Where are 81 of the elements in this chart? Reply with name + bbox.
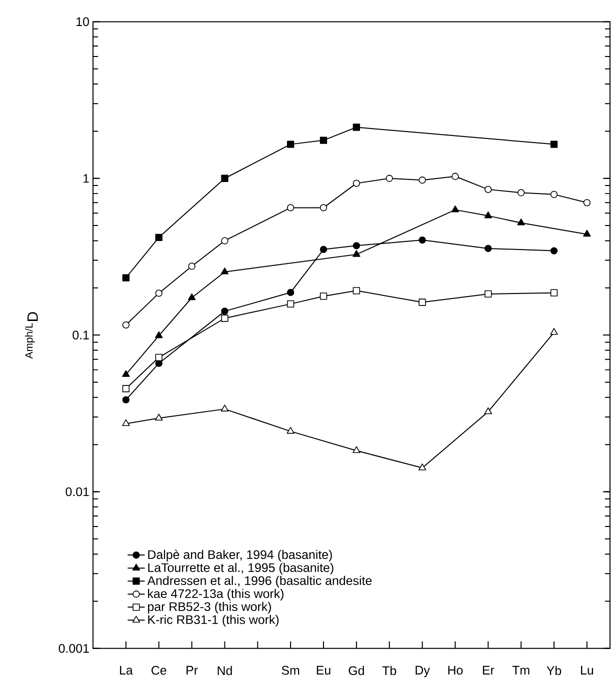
point [484, 186, 492, 194]
y-axis-title: $^{Amph/L}$D [24, 312, 38, 359]
x-tick-label: Pr [186, 666, 198, 674]
point [484, 407, 492, 414]
legend-label: Andressen et al., 1996 (basaltic andesite [147, 576, 372, 588]
point [550, 140, 558, 148]
point [386, 174, 393, 182]
point [188, 262, 196, 270]
point [221, 237, 228, 244]
point [484, 244, 492, 252]
x-tick-label: La [120, 666, 133, 675]
x-tick-label: Tm [512, 666, 530, 674]
x-tick-label: Er [482, 666, 494, 674]
legend-label: par RB52-3 (this work) [148, 602, 271, 614]
point [550, 328, 558, 335]
legend-label: kae 4722-13a (this work) [148, 588, 284, 600]
x-tick-label: Nd [218, 666, 232, 676]
point [320, 246, 328, 254]
point [155, 331, 163, 338]
point [550, 247, 558, 254]
point [484, 290, 492, 298]
x-tick-label: Ho [448, 666, 463, 675]
y-tick-label: 1 [84, 174, 89, 183]
point [451, 205, 460, 212]
point [583, 199, 591, 206]
point [221, 174, 228, 182]
point [155, 290, 162, 297]
point [122, 396, 130, 404]
y-tick-label: 0.1 [72, 330, 89, 340]
point [320, 292, 328, 300]
point [155, 234, 162, 241]
point [550, 190, 558, 198]
point [352, 250, 360, 257]
x-tick-label: Sm [282, 666, 300, 675]
point [220, 404, 229, 412]
x-tick-label: Dy [416, 666, 430, 678]
point [221, 308, 228, 315]
point [286, 288, 294, 296]
legend-label: K-ric RB31-1 (this work) [148, 614, 279, 627]
point [286, 204, 294, 212]
y-tick-label: 0.001 [58, 644, 89, 653]
point [220, 268, 229, 274]
legend-label: LaTourrette et al., 1995 (basanite) [148, 562, 334, 574]
point [122, 321, 130, 329]
point [122, 274, 130, 282]
point [352, 242, 360, 250]
point [155, 414, 163, 421]
point [286, 300, 294, 308]
x-tick-label: Yb [546, 666, 562, 676]
point [550, 289, 558, 296]
point [122, 385, 130, 392]
point [418, 236, 426, 244]
point [286, 426, 294, 434]
x-tick-label: Ce [152, 666, 166, 675]
point [155, 354, 162, 361]
point [418, 298, 426, 306]
point [188, 293, 196, 300]
point [352, 287, 360, 294]
legend-label: Dalpè and Baker, 1994 (basanite) [148, 550, 332, 562]
y-tick-label: 0.01 [66, 487, 89, 496]
x-tick-label: Lu [581, 666, 594, 675]
point [452, 172, 459, 180]
point [286, 140, 294, 148]
point [122, 419, 130, 426]
y-tick-label: 10 [76, 17, 89, 26]
point [352, 446, 360, 454]
point [517, 218, 525, 226]
point [352, 124, 360, 131]
point [518, 189, 525, 196]
point [320, 204, 328, 212]
x-tick-label: Tb [382, 666, 396, 676]
point [221, 314, 228, 322]
point [484, 211, 492, 218]
point [418, 176, 426, 184]
point [583, 230, 591, 237]
x-tick-label: Eu [316, 666, 330, 675]
point [418, 463, 426, 470]
x-tick-label: Gd [348, 666, 364, 676]
point [122, 370, 130, 377]
point [320, 136, 328, 144]
point [352, 180, 360, 187]
